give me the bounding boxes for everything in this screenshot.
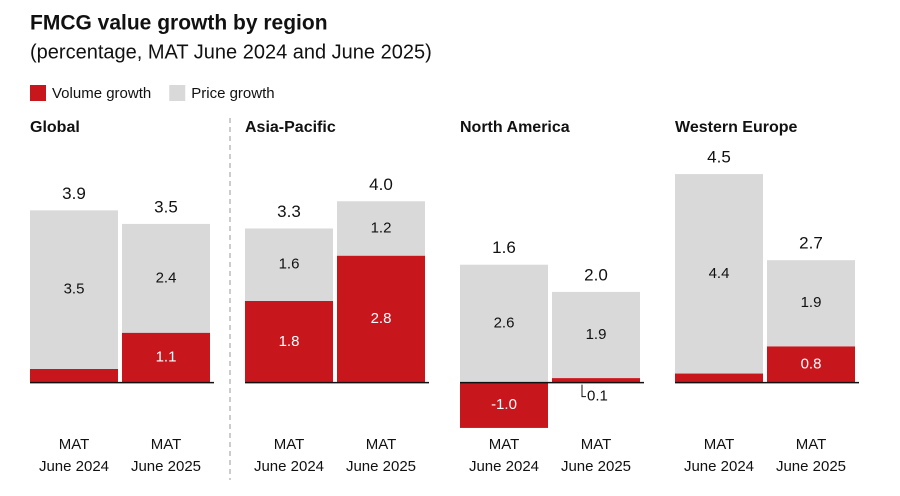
x-tick-label: MAT bbox=[581, 436, 612, 453]
x-tick-label: MAT bbox=[704, 436, 735, 453]
x-tick-label: MAT bbox=[274, 436, 305, 453]
bar-segment bbox=[552, 291, 640, 379]
legend-label: Price growth bbox=[191, 85, 274, 102]
x-tick-label: June 2024 bbox=[254, 458, 324, 475]
x-tick-label: MAT bbox=[59, 436, 90, 453]
bar-segment bbox=[675, 373, 763, 383]
total-label: 3.3 bbox=[277, 202, 301, 221]
legend-swatch bbox=[169, 85, 186, 101]
total-label: 3.9 bbox=[62, 184, 86, 203]
bar-segment bbox=[122, 332, 210, 383]
chart-title: FMCG value growth by region bbox=[30, 12, 328, 35]
bar-segment bbox=[552, 378, 640, 383]
x-tick-label: MAT bbox=[489, 436, 520, 453]
x-tick-label: MAT bbox=[366, 436, 397, 453]
legend-swatch bbox=[30, 85, 46, 101]
panel-title: North America bbox=[460, 119, 570, 136]
data-label: 1.8 bbox=[279, 333, 300, 350]
panel-title: Asia-Pacific bbox=[245, 119, 336, 136]
bar-segment bbox=[122, 223, 210, 333]
x-tick-label: June 2024 bbox=[469, 458, 539, 475]
bar-segment bbox=[245, 228, 333, 301]
x-tick-label: June 2025 bbox=[776, 458, 846, 475]
data-label: 0.1 bbox=[587, 388, 608, 405]
panel-title: Western Europe bbox=[675, 119, 798, 136]
x-tick-label: June 2025 bbox=[346, 458, 416, 475]
bar-segment bbox=[337, 255, 425, 383]
x-tick-label: June 2025 bbox=[561, 458, 631, 475]
data-label: 1.9 bbox=[586, 326, 607, 343]
bar-segment bbox=[337, 201, 425, 256]
bar-segment bbox=[767, 346, 855, 383]
total-label: 2.7 bbox=[799, 234, 823, 253]
bar-segment bbox=[245, 301, 333, 383]
total-label: 4.5 bbox=[707, 148, 731, 167]
label-leader bbox=[581, 384, 586, 398]
data-label: 3.5 bbox=[64, 281, 85, 298]
data-label: -1.0 bbox=[491, 396, 517, 413]
total-label: 3.5 bbox=[154, 197, 178, 216]
data-label: 2.6 bbox=[494, 315, 515, 332]
data-label: 1.1 bbox=[156, 349, 177, 366]
bar-segment bbox=[767, 260, 855, 347]
bar-segment bbox=[675, 174, 763, 374]
panel-title: Global bbox=[30, 119, 80, 136]
data-label: 1.2 bbox=[371, 219, 392, 236]
data-label: 1.6 bbox=[279, 256, 300, 273]
bar-segment bbox=[30, 369, 118, 383]
bar-segment bbox=[30, 210, 118, 369]
data-label: 2.4 bbox=[156, 269, 177, 286]
bar-segment bbox=[460, 264, 548, 383]
data-label: 0.8 bbox=[801, 355, 822, 372]
x-tick-label: MAT bbox=[151, 436, 182, 453]
chart-subtitle: (percentage, MAT June 2024 and June 2025… bbox=[30, 41, 432, 63]
x-tick-label: June 2024 bbox=[39, 458, 109, 475]
x-tick-label: June 2024 bbox=[684, 458, 754, 475]
bar-segment bbox=[460, 382, 548, 428]
x-tick-label: June 2025 bbox=[131, 458, 201, 475]
x-tick-label: MAT bbox=[796, 436, 827, 453]
total-label: 4.0 bbox=[369, 175, 393, 194]
data-label: 1.9 bbox=[801, 294, 822, 311]
data-label: 2.8 bbox=[371, 310, 392, 327]
data-label: 4.4 bbox=[709, 265, 730, 282]
legend-label: Volume growth bbox=[52, 85, 151, 102]
total-label: 2.0 bbox=[584, 265, 608, 284]
total-label: 1.6 bbox=[492, 238, 516, 257]
